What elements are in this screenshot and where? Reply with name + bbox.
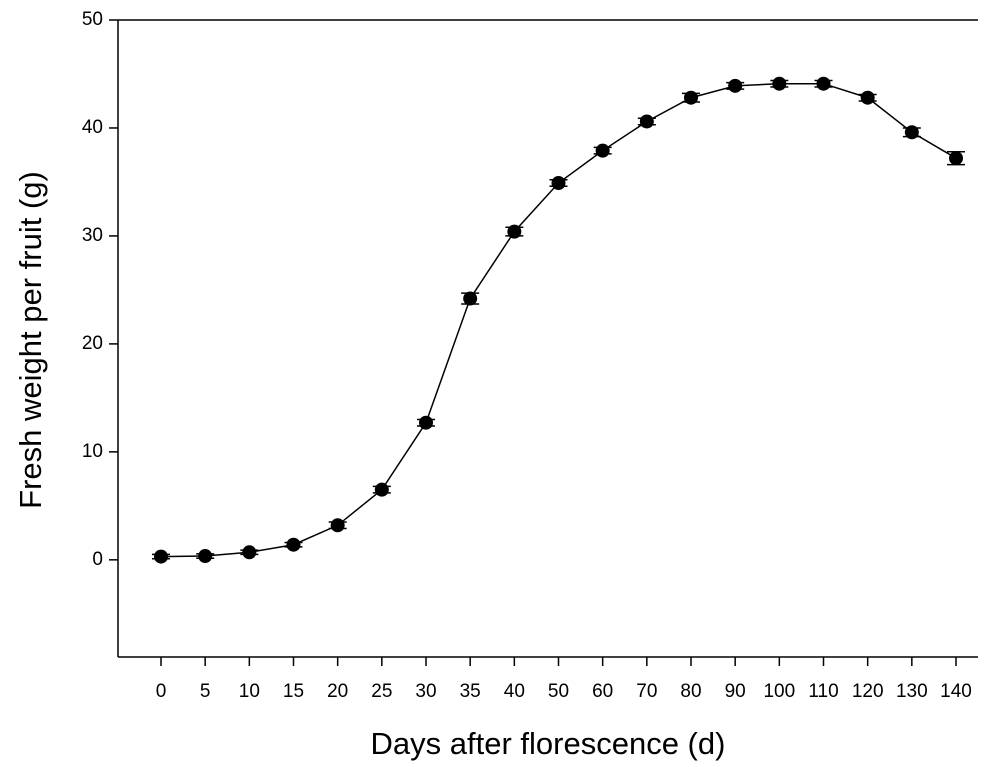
data-point	[286, 537, 301, 552]
data-point	[374, 482, 389, 497]
y-tick-label: 40	[82, 117, 103, 138]
data-point	[242, 545, 257, 560]
data-point	[728, 78, 743, 93]
x-tick-label: 90	[725, 681, 746, 702]
data-point	[816, 76, 831, 91]
data-point	[507, 224, 522, 239]
x-tick-label: 50	[548, 681, 569, 702]
data-point	[904, 125, 919, 140]
data-point	[330, 518, 345, 533]
y-tick-label: 50	[82, 9, 103, 30]
x-axis-title: Days after florescence (d)	[371, 726, 726, 761]
y-tick-label: 0	[92, 549, 103, 570]
data-point	[198, 549, 213, 564]
y-axis-title: Fresh weight per fruit (g)	[13, 171, 48, 509]
y-tick-label: 30	[82, 225, 103, 246]
x-tick-label: 120	[852, 681, 884, 702]
y-tick-label: 20	[82, 333, 103, 354]
data-point	[463, 291, 478, 306]
x-tick-label: 0	[156, 681, 167, 702]
x-tick-label: 35	[460, 681, 481, 702]
data-point	[551, 176, 566, 191]
data-point	[684, 90, 698, 105]
data-point	[860, 90, 875, 105]
x-tick-label: 5	[200, 681, 211, 702]
x-tick-label: 80	[680, 681, 701, 702]
x-tick-label: 20	[327, 681, 348, 702]
x-tick-label: 140	[940, 681, 972, 702]
x-tick-label: 25	[371, 681, 392, 702]
x-tick-label: 60	[592, 681, 613, 702]
data-line	[160, 82, 957, 558]
data-point	[639, 114, 654, 129]
x-tick-label: 30	[415, 681, 436, 702]
x-tick-label: 10	[239, 681, 260, 702]
data-point	[154, 549, 168, 564]
data-point	[772, 76, 787, 91]
x-tick-label: 40	[504, 681, 525, 702]
x-tick-label: 130	[896, 681, 928, 702]
x-tick-label: 110	[808, 681, 838, 702]
x-tick-label: 70	[636, 681, 657, 702]
data-point	[595, 143, 610, 158]
x-tick-label: 15	[283, 681, 304, 702]
y-tick-label: 10	[82, 441, 103, 462]
data-point	[949, 151, 963, 166]
x-tick-label: 100	[763, 681, 795, 702]
data-point	[419, 415, 433, 430]
